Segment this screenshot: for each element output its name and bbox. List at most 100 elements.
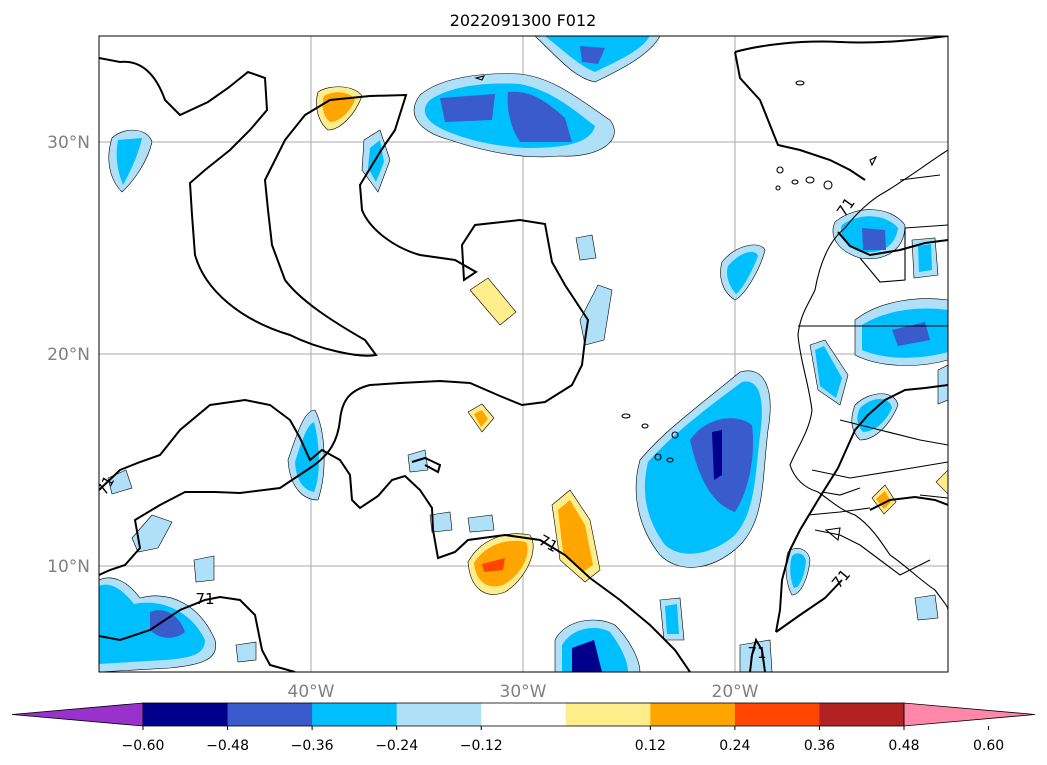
neg-patch	[575, 234, 597, 261]
neg-patch	[712, 430, 722, 480]
neg-patch	[429, 511, 453, 533]
lat-tick-labels: 30°N 20°N 10°N	[47, 133, 90, 577]
neg-patch	[918, 244, 932, 272]
pos-patch	[469, 277, 517, 326]
border	[899, 174, 941, 181]
colorbar-tick-label: 0.12	[635, 738, 666, 754]
border	[904, 224, 948, 229]
map-panel: 71 71 71 71 71 71	[98, 35, 949, 673]
colorbar-tick-label: 0.24	[719, 738, 750, 754]
colorbar-cell	[143, 703, 229, 726]
contour-label: 71	[747, 644, 766, 662]
island	[666, 457, 674, 463]
contour-label: 71	[195, 590, 214, 608]
negative-anomaly-patches	[99, 36, 948, 672]
colorbar-tick-label: −0.36	[291, 738, 334, 754]
neg-patch	[665, 604, 679, 634]
island	[791, 179, 799, 185]
neg-patch	[193, 555, 215, 583]
border	[814, 529, 861, 546]
lat-tick-label: 10°N	[47, 557, 90, 577]
island	[776, 166, 784, 174]
contour-71	[99, 36, 948, 672]
colorbar: −0.60 −0.48 −0.36 −0.24 −0.12 0.12 0.24 0.36 0.4…	[11, 702, 1036, 754]
neg-patch	[235, 641, 257, 663]
border	[807, 507, 871, 516]
contour-line	[775, 384, 948, 633]
border	[859, 544, 931, 576]
colorbar-cell	[481, 703, 567, 726]
neg-patch	[815, 346, 842, 398]
colorbar-cell	[734, 703, 820, 726]
positive-anomaly-patches	[316, 86, 948, 595]
island	[869, 155, 878, 167]
island	[621, 413, 631, 419]
colorbar-tick-label: 0.36	[804, 738, 835, 754]
neg-patch	[937, 364, 948, 405]
island	[654, 453, 662, 461]
border	[821, 487, 861, 496]
africa-coastline	[789, 149, 948, 611]
island	[671, 431, 679, 439]
neg-patch	[857, 399, 892, 432]
neg-patch	[131, 514, 173, 553]
lon-tick-label: 40°W	[288, 682, 335, 702]
pos-patch	[482, 558, 505, 572]
colorbar-tick-label: −0.12	[460, 738, 503, 754]
neg-patch	[150, 610, 185, 638]
lon-tick-label: 20°W	[712, 682, 759, 702]
pos-patch	[876, 491, 891, 509]
lon-tick-labels: 40°W 30°W 20°W	[288, 682, 759, 702]
lat-tick-label: 20°N	[47, 345, 90, 365]
neg-patch	[726, 251, 758, 294]
contour-line	[99, 57, 590, 576]
contour-line	[411, 456, 442, 474]
contour-line	[749, 637, 766, 672]
island	[795, 80, 805, 86]
colorbar-tick-label: −0.48	[206, 738, 249, 754]
island	[824, 527, 841, 542]
colorbar-cell	[819, 703, 905, 726]
contour-line	[734, 36, 948, 53]
colorbar-tick-label: −0.60	[122, 738, 165, 754]
colorbar-tick-label: −0.24	[375, 738, 418, 754]
colorbar-frame	[142, 702, 905, 727]
colorbar-extend-under	[11, 702, 144, 727]
island	[775, 185, 781, 191]
contour-line	[837, 231, 948, 257]
border	[919, 494, 948, 499]
neg-patch	[116, 138, 142, 185]
contour-line	[869, 495, 948, 511]
contour-line	[99, 398, 691, 672]
colorbar-tick-label: 0.60	[973, 738, 1004, 754]
neg-patch	[790, 553, 806, 588]
lon-tick-label: 30°W	[500, 682, 547, 702]
neg-patch	[572, 640, 602, 672]
neg-patch	[580, 46, 605, 64]
figure-title: 2022091300 F012	[450, 11, 597, 30]
neg-patch	[914, 594, 939, 621]
colorbar-extend-over	[903, 702, 1036, 727]
contour-line	[775, 579, 843, 633]
island	[641, 423, 649, 429]
pos-patch	[935, 469, 948, 495]
colorbar-ticks: −0.60 −0.48 −0.36 −0.24 −0.12 0.12 0.24 0.36 0.4…	[122, 726, 1004, 754]
pos-patch	[474, 410, 488, 427]
neg-patch	[892, 322, 930, 346]
colorbar-tick-label: 0.48	[888, 738, 919, 754]
colorbar-cell	[227, 703, 313, 726]
contour-line	[734, 51, 866, 181]
colorbar-cell	[312, 703, 398, 726]
neg-patch	[440, 94, 495, 122]
neg-patch	[467, 514, 495, 533]
border	[811, 461, 948, 479]
island	[823, 180, 833, 190]
map-frame	[98, 35, 949, 673]
island	[805, 176, 815, 184]
island	[474, 75, 486, 81]
pos-patch	[558, 500, 593, 572]
colorbar-cells	[11, 702, 1036, 727]
contour-line	[99, 595, 296, 672]
neg-patch	[862, 228, 886, 250]
